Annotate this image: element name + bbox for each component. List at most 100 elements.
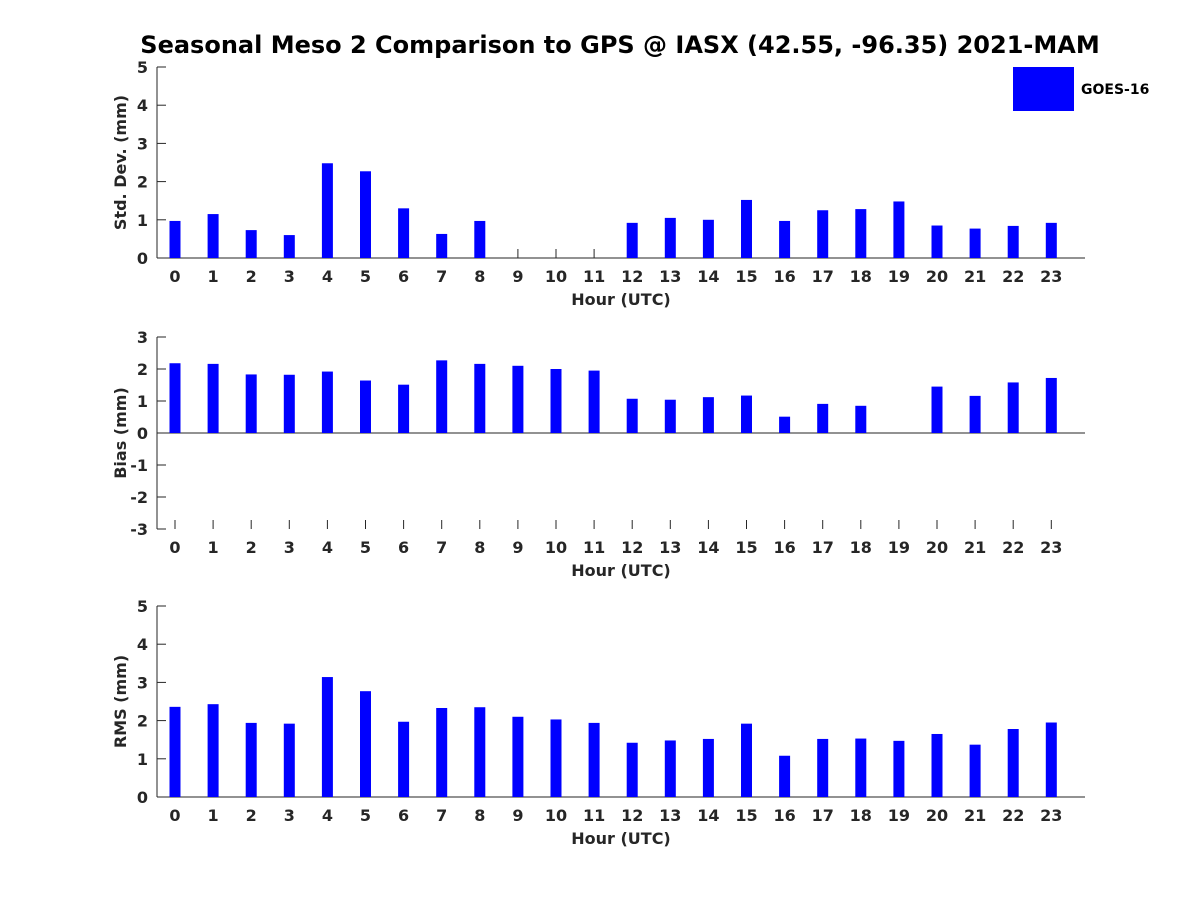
rms-y-axis-label: RMS (mm) (111, 655, 130, 748)
stddev-y-axis-label: Std. Dev. (mm) (111, 95, 130, 230)
rms-x-tick-label: 11 (583, 806, 605, 825)
stddev-x-tick-label: 23 (1040, 267, 1062, 286)
rms-bar (817, 738, 829, 797)
stddev-x-tick-label: 17 (812, 267, 834, 286)
bias-x-tick-label: 13 (659, 538, 681, 557)
bias-x-tick-label: 2 (246, 538, 257, 557)
bias-x-tick-label: 1 (208, 538, 219, 557)
rms-bar (245, 722, 257, 797)
bias-bar (245, 374, 257, 433)
stddev-bar (855, 209, 867, 258)
stddev-x-tick-label: 0 (169, 267, 180, 286)
rms-x-tick-label: 19 (888, 806, 910, 825)
rms-x-tick-label: 10 (545, 806, 567, 825)
bias-bar (550, 369, 562, 433)
rms-bar (283, 723, 295, 797)
stddev-y-tick-label: 2 (137, 173, 148, 192)
rms-y-tick-label: 0 (137, 788, 148, 807)
rms-bar (893, 740, 905, 797)
rms-x-tick-label: 9 (512, 806, 523, 825)
bias-x-tick-label: 12 (621, 538, 643, 557)
stddev-bar (664, 217, 676, 258)
bias-x-tick-label: 6 (398, 538, 409, 557)
bias-y-tick-label: 0 (137, 424, 148, 443)
bias-y-tick-label: 3 (137, 328, 148, 347)
bias-bar (360, 380, 371, 433)
rms-x-tick-label: 17 (812, 806, 834, 825)
rms-bar (169, 706, 181, 797)
bias-x-tick-label: 22 (1002, 538, 1024, 557)
bias-x-tick-label: 4 (322, 538, 333, 557)
bias-bar (436, 360, 448, 433)
stddev-x-axis-label: Hour (UTC) (571, 290, 671, 309)
stddev-x-tick-label: 20 (926, 267, 948, 286)
rms-bar (779, 755, 791, 797)
bias-bar (702, 397, 714, 433)
stddev-x-tick-label: 8 (474, 267, 485, 286)
rms-x-tick-label: 22 (1002, 806, 1024, 825)
rms-x-tick-label: 6 (398, 806, 409, 825)
rms-bar (702, 738, 714, 797)
bias-bar (779, 416, 791, 433)
stddev-bar (207, 214, 219, 258)
stddev-x-tick-label: 1 (208, 267, 219, 286)
stddev-x-tick-label: 19 (888, 267, 910, 286)
rms-bar (1007, 729, 1019, 797)
bias-bar (931, 386, 943, 433)
rms-x-tick-label: 20 (926, 806, 948, 825)
stddev-bar (626, 222, 638, 258)
stddev-x-tick-label: 13 (659, 267, 681, 286)
bias-x-tick-label: 17 (812, 538, 834, 557)
rms-bar (741, 723, 752, 797)
stddev-x-tick-label: 4 (322, 267, 333, 286)
stddev-y-tick-label: 0 (137, 249, 148, 268)
legend-swatch-goes16 (1013, 67, 1074, 111)
stddev-bar (893, 201, 905, 258)
legend-label-goes16: GOES-16 (1081, 82, 1149, 98)
rms-y-tick-label: 1 (137, 750, 148, 769)
stddev-bar (741, 199, 752, 258)
rms-bar (474, 707, 486, 797)
bias-x-tick-label: 3 (284, 538, 295, 557)
stddev-y-tick-label: 3 (137, 134, 148, 153)
rms-bar (588, 722, 600, 797)
stddev-bar (702, 219, 714, 258)
rms-x-tick-label: 8 (474, 806, 485, 825)
bias-bar (1007, 382, 1019, 433)
bias-bar (969, 395, 981, 433)
bias-x-tick-label: 5 (360, 538, 371, 557)
bias-x-tick-label: 7 (436, 538, 447, 557)
bias-x-tick-label: 14 (697, 538, 719, 557)
stddev-x-tick-label: 14 (697, 267, 719, 286)
bias-bar (398, 384, 410, 433)
bias-x-tick-label: 11 (583, 538, 605, 557)
rms-x-tick-label: 3 (284, 806, 295, 825)
bias-bar (169, 363, 181, 433)
rms-x-tick-label: 15 (735, 806, 757, 825)
rms-y-tick-label: 5 (137, 597, 148, 616)
bias-bar (512, 365, 524, 433)
stddev-bar (360, 171, 371, 258)
stddev-bar (931, 225, 943, 258)
rms-bar (626, 742, 638, 797)
stddev-x-tick-label: 12 (621, 267, 643, 286)
bias-x-tick-label: 19 (888, 538, 910, 557)
rms-x-tick-label: 2 (246, 806, 257, 825)
bias-bar (1045, 377, 1057, 433)
bias-x-tick-label: 0 (169, 538, 180, 557)
rms-x-tick-label: 18 (850, 806, 872, 825)
stddev-bar (283, 235, 295, 258)
stddev-bar (779, 220, 791, 258)
bias-x-tick-label: 21 (964, 538, 986, 557)
chart-title: Seasonal Meso 2 Comparison to GPS @ IASX… (140, 31, 1099, 59)
stddev-bar (436, 233, 448, 258)
stddev-x-tick-label: 16 (773, 267, 795, 286)
stddev-x-tick-label: 21 (964, 267, 986, 286)
rms-y-tick-label: 4 (137, 635, 148, 654)
bias-y-tick-label: -3 (130, 520, 148, 539)
rms-bar (360, 691, 371, 797)
rms-x-tick-label: 23 (1040, 806, 1062, 825)
